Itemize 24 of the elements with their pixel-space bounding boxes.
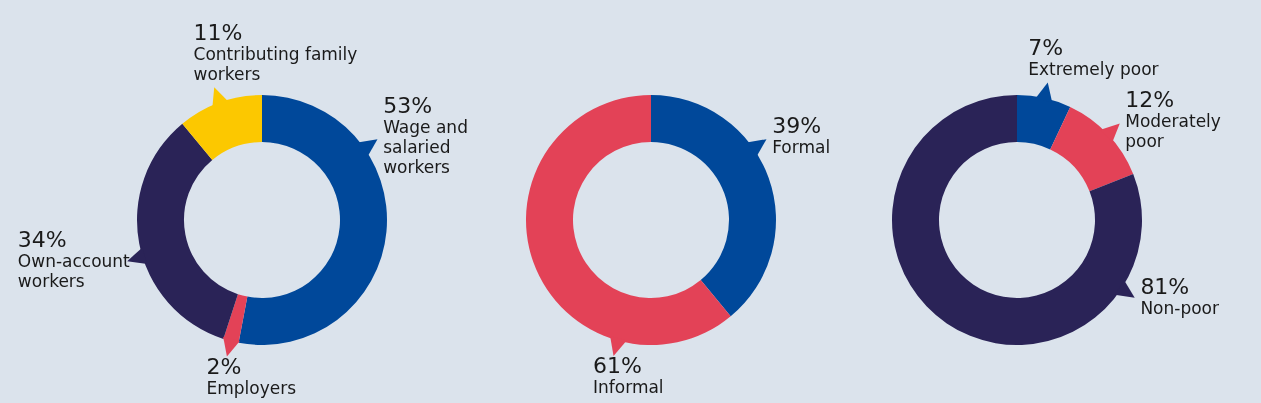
donut-slice <box>651 95 776 317</box>
legend-label: Moderately poor <box>1125 111 1221 152</box>
legend-label: Formal <box>772 136 831 157</box>
slice-label: Informal <box>593 376 664 397</box>
donut-slice <box>526 95 731 345</box>
data-label: 2% <box>206 353 242 379</box>
donut-slice <box>223 294 248 343</box>
data-label: 7% <box>1028 35 1064 61</box>
slice-label: Own-account workers <box>17 250 131 291</box>
legend-label: Wage and salaried workers <box>383 116 468 177</box>
slice-label: Extremely poor <box>1028 59 1159 80</box>
donut-slice <box>1017 95 1071 150</box>
data-label: 12% <box>1125 87 1175 113</box>
slice-label: Contributing family workers <box>193 44 358 85</box>
data-label: 39% <box>772 112 822 138</box>
donut-slice <box>137 123 238 339</box>
data-label: 34% <box>17 226 67 252</box>
data-label: 61% <box>593 352 642 378</box>
data-label: 11% <box>193 20 243 46</box>
data-label: 53% <box>383 92 433 118</box>
data-label: 81% <box>1140 273 1190 299</box>
donut-slice <box>182 95 262 160</box>
slice-label: Non-poor <box>1140 297 1219 318</box>
slice-label: Employers <box>206 377 297 398</box>
